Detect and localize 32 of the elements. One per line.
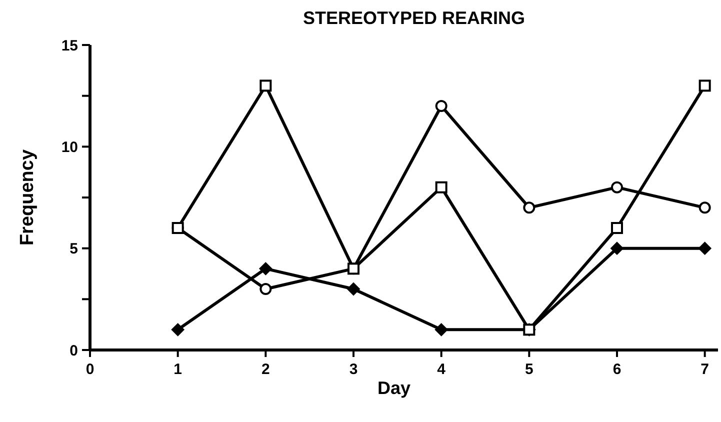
y-tick-label: 5 <box>70 240 78 258</box>
x-tick-label: 3 <box>349 361 358 378</box>
x-tick-label: 0 <box>86 361 94 378</box>
x-tick-label: 5 <box>524 361 534 378</box>
x-axis-title: Day <box>377 378 411 398</box>
point <box>347 262 360 275</box>
point <box>698 80 711 92</box>
point <box>435 181 448 194</box>
point <box>610 181 623 194</box>
point <box>260 283 272 295</box>
y-tick-label: 0 <box>70 342 78 360</box>
point <box>172 222 184 234</box>
x-tick-label: 4 <box>437 361 446 378</box>
point <box>698 202 711 214</box>
point <box>698 242 712 255</box>
point <box>610 242 624 255</box>
y-tick-label: 10 <box>61 138 78 156</box>
point <box>260 80 272 92</box>
point <box>523 202 536 214</box>
x-tick-label: 6 <box>612 361 622 378</box>
y-tick-label: 15 <box>61 37 78 54</box>
y-axis-title: Frequency <box>17 149 38 246</box>
point <box>435 100 448 112</box>
point <box>610 222 623 234</box>
point <box>346 282 360 296</box>
x-tick-label: 7 <box>700 361 709 378</box>
point <box>434 323 448 336</box>
x-tick-label: 1 <box>174 361 182 378</box>
chart-title: STEREOTYPED REARING <box>302 8 526 28</box>
point <box>259 262 272 276</box>
point <box>171 323 184 336</box>
x-tick-label: 2 <box>261 361 270 378</box>
